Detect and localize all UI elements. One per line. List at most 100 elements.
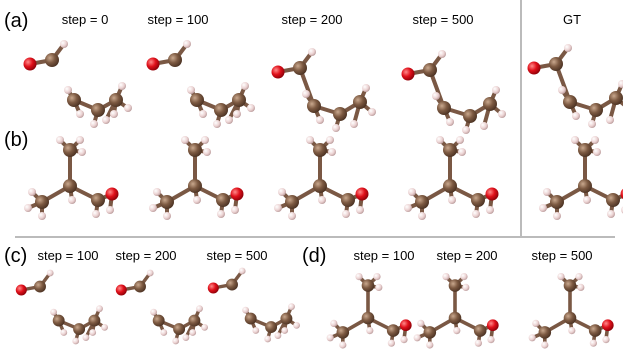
atom bbox=[34, 281, 46, 293]
atom bbox=[168, 53, 182, 67]
atom bbox=[264, 336, 271, 343]
atom bbox=[474, 324, 487, 337]
step-label: step = 500 bbox=[206, 248, 267, 263]
atom bbox=[577, 284, 584, 291]
atom bbox=[553, 212, 561, 220]
atom bbox=[453, 327, 460, 334]
atom bbox=[67, 93, 81, 107]
atom bbox=[449, 279, 462, 292]
atom bbox=[153, 315, 165, 327]
atom bbox=[337, 326, 350, 339]
step-label: step = 200 bbox=[281, 12, 342, 27]
atom bbox=[187, 86, 195, 94]
atom bbox=[558, 86, 566, 94]
atom bbox=[541, 341, 548, 348]
atom bbox=[609, 91, 623, 105]
atom bbox=[472, 210, 480, 218]
step-label: step = 200 bbox=[436, 248, 497, 263]
atom bbox=[414, 334, 421, 341]
atom bbox=[56, 136, 64, 144]
atom bbox=[183, 40, 191, 48]
atom bbox=[356, 206, 364, 214]
atom bbox=[308, 48, 316, 56]
atom bbox=[432, 92, 440, 100]
atom bbox=[498, 110, 506, 118]
atom bbox=[356, 188, 369, 201]
step-label: step = 500 bbox=[412, 12, 473, 27]
atom bbox=[606, 116, 614, 124]
atom bbox=[443, 143, 457, 157]
atom bbox=[543, 188, 551, 196]
atom bbox=[124, 104, 132, 112]
atom bbox=[375, 284, 382, 291]
atom bbox=[564, 312, 577, 325]
step-label: GT bbox=[563, 12, 581, 27]
atom bbox=[288, 303, 295, 310]
atom bbox=[400, 336, 407, 343]
atom bbox=[78, 148, 86, 156]
atom bbox=[232, 93, 246, 107]
atom bbox=[199, 110, 207, 118]
atom bbox=[578, 179, 592, 193]
atom bbox=[147, 58, 160, 71]
atom bbox=[241, 82, 249, 90]
atom bbox=[47, 270, 54, 277]
atom bbox=[463, 109, 477, 123]
atom bbox=[388, 340, 395, 347]
atom bbox=[443, 179, 457, 193]
atom bbox=[588, 120, 596, 128]
atom bbox=[607, 210, 615, 218]
atom bbox=[549, 57, 563, 71]
atom bbox=[557, 273, 564, 280]
atom bbox=[480, 122, 488, 130]
atom bbox=[572, 112, 580, 120]
atom bbox=[24, 58, 37, 71]
atom bbox=[404, 204, 412, 212]
atom bbox=[60, 329, 67, 336]
step-label: step = 200 bbox=[115, 248, 176, 263]
atom bbox=[16, 284, 27, 295]
atom bbox=[172, 338, 179, 345]
atom bbox=[60, 40, 68, 48]
step-label: step = 100 bbox=[353, 248, 414, 263]
atom bbox=[50, 309, 57, 316]
atom bbox=[225, 116, 233, 124]
atom bbox=[590, 340, 597, 347]
atom bbox=[106, 206, 114, 214]
atom bbox=[272, 66, 285, 79]
atom bbox=[96, 305, 103, 312]
atom bbox=[326, 136, 334, 144]
atom bbox=[327, 334, 334, 341]
atom bbox=[591, 136, 599, 144]
atom bbox=[564, 44, 572, 52]
atom bbox=[426, 341, 433, 348]
atom bbox=[417, 320, 424, 327]
atom bbox=[400, 319, 412, 331]
atom bbox=[355, 273, 362, 280]
step-label: step = 100 bbox=[147, 12, 208, 27]
atom bbox=[288, 212, 296, 220]
atom bbox=[188, 143, 202, 157]
atom bbox=[436, 136, 444, 144]
atom bbox=[539, 326, 552, 339]
atom bbox=[196, 305, 203, 312]
atom bbox=[328, 148, 336, 156]
atom bbox=[589, 324, 602, 337]
atom bbox=[28, 188, 36, 196]
atom bbox=[106, 188, 119, 201]
atom bbox=[91, 103, 105, 117]
atom bbox=[438, 50, 446, 58]
atom bbox=[564, 279, 577, 292]
atom bbox=[90, 120, 98, 128]
atom bbox=[91, 193, 105, 207]
atom bbox=[446, 118, 454, 126]
atom bbox=[302, 90, 310, 98]
atom bbox=[449, 312, 462, 325]
atom bbox=[578, 143, 592, 157]
atom bbox=[275, 332, 282, 339]
atom bbox=[306, 136, 314, 144]
atom bbox=[231, 188, 244, 201]
atom bbox=[475, 340, 482, 347]
atom bbox=[38, 212, 46, 220]
atom bbox=[109, 93, 123, 107]
